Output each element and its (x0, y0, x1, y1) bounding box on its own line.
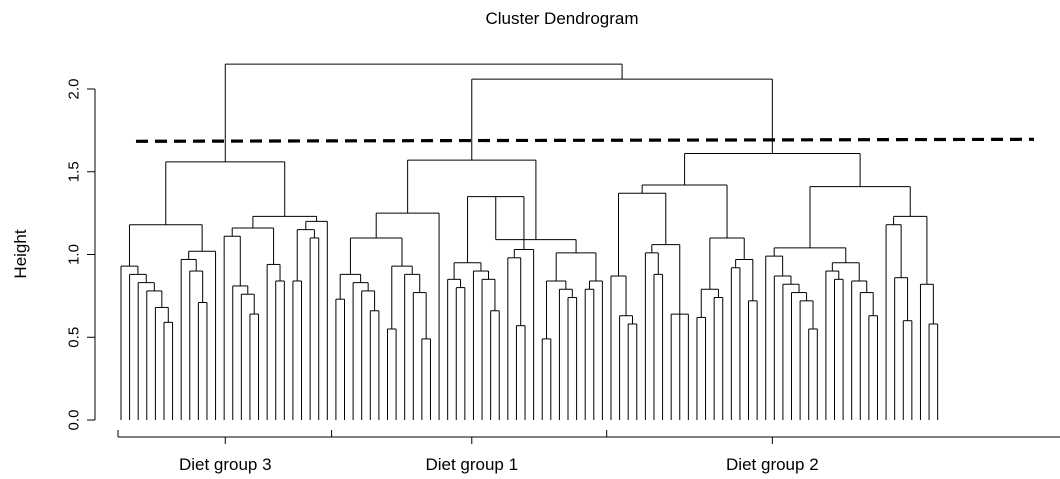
y-tick-label: 0.0 (66, 410, 83, 431)
group-axis: Diet group 3 Diet group 1 Diet group 2 (117, 430, 1060, 474)
chart-title: Cluster Dendrogram (485, 9, 638, 28)
cut-line-layer (135, 137, 1035, 143)
y-tick-label: 0.5 (66, 327, 83, 348)
y-tick-label: 1.0 (66, 244, 83, 265)
y-axis-label: Height (11, 229, 30, 278)
cut-line (135, 137, 1035, 143)
group-label-2: Diet group 2 (726, 455, 819, 474)
y-tick-label: 1.5 (66, 161, 83, 182)
y-axis: 0.0 0.5 1.0 1.5 2.0 (66, 79, 96, 431)
group-label-3: Diet group 3 (179, 455, 272, 474)
dendrogram-links (120, 63, 939, 420)
y-tick-label: 2.0 (66, 79, 83, 100)
group-label-1: Diet group 1 (425, 455, 518, 474)
